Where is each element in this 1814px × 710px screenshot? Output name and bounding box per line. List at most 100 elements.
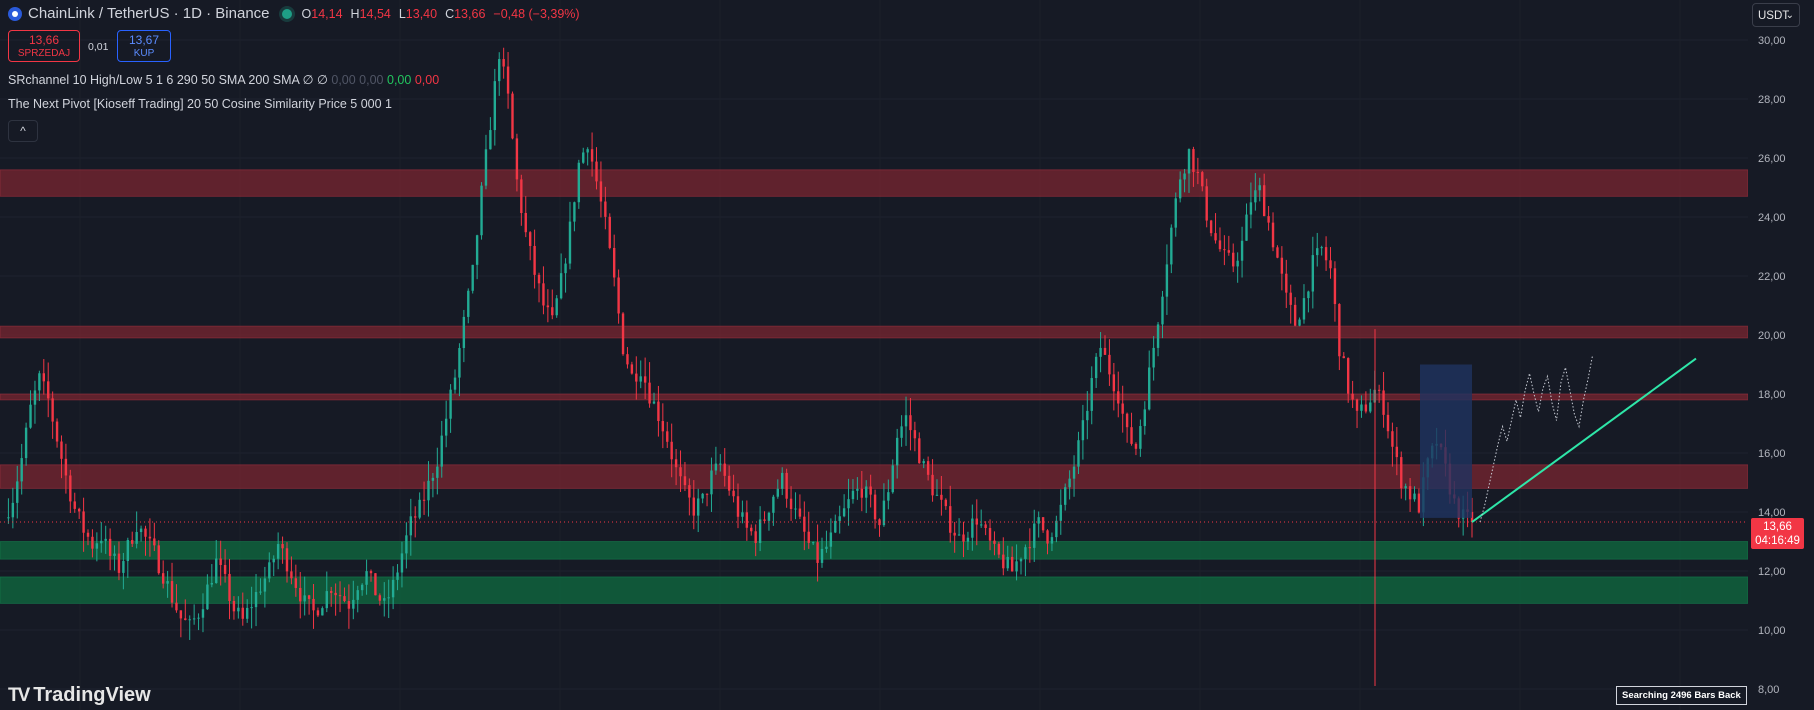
- candle-body: [595, 161, 598, 182]
- candle-body: [1139, 426, 1142, 449]
- candle-body: [418, 499, 421, 518]
- candle-body: [113, 553, 116, 556]
- candle-body: [520, 179, 523, 213]
- currency-select[interactable]: USDT ⌄: [1752, 3, 1800, 27]
- candle-body: [564, 263, 567, 274]
- candle-body: [1201, 172, 1204, 187]
- candle-body: [347, 601, 351, 609]
- candle-body: [276, 544, 280, 559]
- candle-body: [153, 538, 156, 546]
- candle-body: [475, 235, 479, 265]
- candle-body: [493, 81, 497, 131]
- candle-body: [431, 477, 435, 481]
- chart-header: ChainLink / TetherUS · 1D · Binance O14,…: [8, 5, 580, 22]
- candle-body: [1333, 268, 1337, 305]
- candle-body: [1183, 173, 1186, 180]
- candle-body: [1117, 391, 1120, 404]
- symbol-title[interactable]: ChainLink / TetherUS · 1D · Binance: [28, 5, 270, 22]
- candle-body: [462, 316, 466, 349]
- candle-body: [1417, 493, 1421, 513]
- candle-body: [1002, 554, 1005, 569]
- candle-body: [69, 475, 72, 502]
- tradingview-logo[interactable]: TV TradingView: [8, 684, 151, 707]
- candle-body: [1125, 413, 1129, 428]
- candle-body: [1307, 291, 1310, 299]
- candle-body: [374, 573, 377, 596]
- candle-body: [1041, 517, 1045, 531]
- candle-body: [825, 546, 828, 549]
- candle-body: [834, 520, 837, 533]
- candle-body: [940, 494, 943, 500]
- candle-body: [807, 531, 810, 543]
- candle-body: [396, 572, 399, 580]
- candle-body: [1152, 347, 1155, 368]
- candle-body: [104, 538, 107, 541]
- candle-body: [847, 499, 850, 509]
- candle-body: [201, 609, 205, 618]
- candle-body: [1050, 537, 1054, 544]
- candle-body: [657, 401, 660, 422]
- y-tick-label: 30,00: [1758, 35, 1786, 47]
- candle-body: [1072, 466, 1076, 479]
- candle-body: [1010, 556, 1014, 572]
- candle-body: [1170, 227, 1173, 265]
- y-tick-label: 12,00: [1758, 566, 1786, 578]
- y-tick-label: 8,00: [1758, 684, 1779, 696]
- candle-body: [1382, 390, 1385, 415]
- candle-body: [772, 496, 775, 513]
- candle-body: [1245, 214, 1248, 241]
- candle-body: [590, 149, 594, 162]
- candle-body: [480, 185, 483, 236]
- candle-body: [745, 512, 749, 528]
- candle-body: [666, 431, 669, 442]
- candle-body: [29, 404, 32, 428]
- candle-body: [750, 527, 753, 532]
- candle-body: [758, 519, 762, 544]
- candle-body: [1019, 558, 1023, 562]
- ohlc-close-value: 13,66: [454, 6, 486, 21]
- candle-body: [444, 418, 448, 436]
- indicator-next-pivot[interactable]: The Next Pivot [Kioseff Trading] 20 50 C…: [8, 97, 392, 111]
- candle-body: [16, 481, 19, 503]
- candle-body: [661, 421, 665, 432]
- candle-body: [1130, 427, 1133, 444]
- support-zone: [0, 541, 1749, 560]
- candle-body: [453, 377, 457, 390]
- candle-body: [1360, 404, 1363, 411]
- candle-body: [621, 313, 625, 355]
- sell-button[interactable]: 13,66 SPRZEDAJ: [8, 30, 80, 62]
- candle-body: [511, 93, 514, 139]
- candle-body: [723, 463, 726, 476]
- candle-body: [1165, 264, 1169, 297]
- collapse-indicators-button[interactable]: ^: [8, 120, 38, 142]
- price-change: −0,48 (−3,39%): [493, 6, 580, 21]
- y-tick-label: 24,00: [1758, 212, 1786, 224]
- indicator-srchannel[interactable]: SRchannel 10 High/Low 5 1 6 290 50 SMA 2…: [8, 72, 439, 87]
- candle-body: [944, 499, 948, 507]
- candle-body: [794, 508, 797, 510]
- candle-body: [210, 583, 214, 585]
- candle-body: [1214, 233, 1217, 241]
- candle-body: [639, 376, 642, 382]
- candle-body: [683, 476, 687, 486]
- buy-button[interactable]: 13,67 KUP: [117, 30, 171, 62]
- candle-body: [1108, 354, 1111, 375]
- candle-body: [612, 247, 616, 278]
- candle-body: [1218, 240, 1222, 250]
- candle-body: [988, 528, 992, 541]
- current-price-label: 13,66 04:16:49: [1751, 518, 1804, 549]
- indicator-srchannel-green-value: 0,00: [387, 73, 412, 87]
- candle-body: [935, 494, 939, 496]
- candle-body: [55, 421, 59, 442]
- chevron-down-icon: ⌄: [1785, 10, 1794, 21]
- candle-body: [670, 441, 673, 460]
- candle-body: [635, 373, 638, 382]
- candle-body: [166, 581, 169, 584]
- candle-body: [829, 532, 833, 547]
- candle-body: [1174, 198, 1177, 228]
- candle-body: [294, 578, 298, 588]
- candle-body: [1364, 404, 1368, 412]
- candle-body: [1055, 520, 1058, 538]
- candle-countdown: 04:16:49: [1755, 535, 1800, 547]
